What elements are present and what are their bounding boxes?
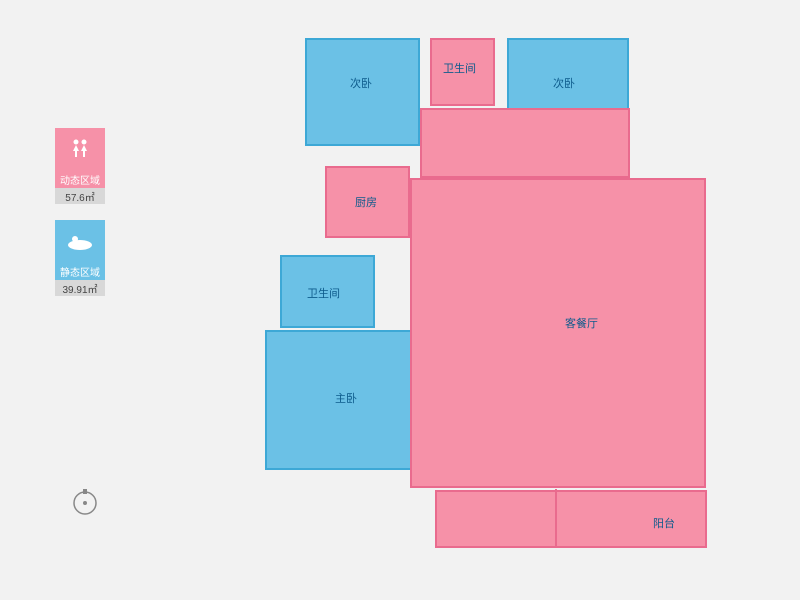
- dynamic-zone-label: 动态区域: [55, 170, 105, 188]
- dynamic-zone-value: 57.6㎡: [55, 188, 105, 204]
- room-label-bath1: 卫生间: [443, 60, 476, 76]
- dynamic-zone-icon: [55, 128, 105, 170]
- room-label-bath2: 卫生间: [307, 285, 340, 301]
- room-living: [410, 178, 706, 488]
- room-label-master: 主卧: [335, 390, 357, 406]
- room-label-bedroom2a: 次卧: [350, 75, 372, 91]
- static-zone-icon: [55, 220, 105, 262]
- room-label-bedroom2b: 次卧: [553, 75, 575, 91]
- room-label-kitchen: 厨房: [355, 194, 377, 210]
- floorplan: 次卧卫生间次卧厨房卫生间主卧客餐厅阳台: [265, 30, 725, 560]
- room-label-balcony: 阳台: [653, 515, 675, 531]
- legend-panel: 动态区域 57.6㎡ 静态区域 39.91㎡: [55, 128, 115, 312]
- compass-icon: [70, 488, 100, 523]
- static-zone-label: 静态区域: [55, 262, 105, 280]
- legend-dynamic: 动态区域 57.6㎡: [55, 128, 115, 204]
- divider-0: [555, 489, 557, 547]
- static-zone-value: 39.91㎡: [55, 280, 105, 296]
- room-label-living: 客餐厅: [565, 315, 598, 331]
- legend-static: 静态区域 39.91㎡: [55, 220, 115, 296]
- room-hall1: [420, 108, 630, 178]
- room-bedroom2a: [305, 38, 420, 146]
